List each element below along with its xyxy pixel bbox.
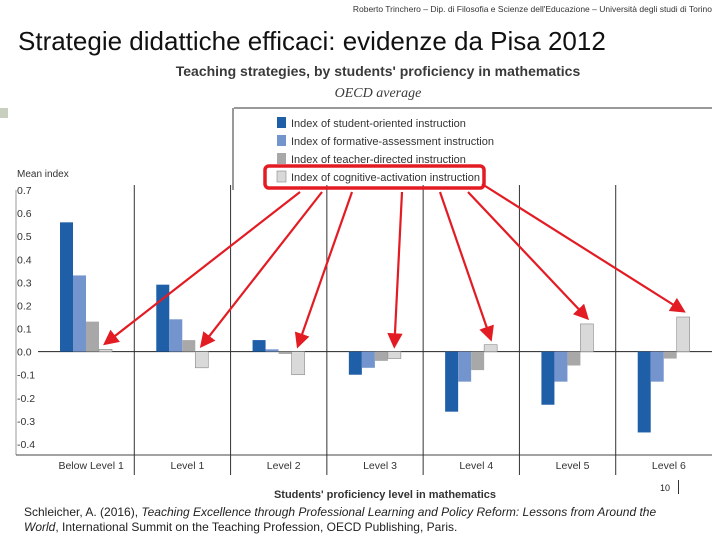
- y-tick-label: -0.3: [17, 416, 35, 428]
- x-tick-label: Level 1: [170, 460, 204, 472]
- page-number: 10: [660, 483, 671, 493]
- bar: [387, 351, 402, 359]
- legend-swatch: [277, 135, 286, 146]
- bar: [445, 351, 459, 412]
- bar: [169, 319, 183, 352]
- y-tick-label: 0.5: [17, 231, 32, 243]
- text-cursor: [678, 480, 679, 494]
- x-tick-label: Level 3: [363, 460, 397, 472]
- legend-swatch: [276, 170, 287, 183]
- y-tick-label: 0.1: [17, 324, 32, 336]
- bar: [676, 316, 691, 352]
- y-tick-label: -0.1: [17, 370, 35, 382]
- highlight-arrow: [199, 191, 323, 349]
- bar: [265, 349, 279, 352]
- legend-label: Index of formative-assessment instructio…: [291, 136, 494, 148]
- bar: [663, 351, 677, 359]
- legend-highlight-box: [263, 164, 486, 190]
- bar: [471, 351, 485, 371]
- y-tick-label: -0.4: [17, 439, 35, 451]
- x-tick-label: Level 4: [459, 460, 493, 472]
- x-tick-label: Level 2: [267, 460, 301, 472]
- slide-header: Roberto Trinchero – Dip. di Filosofia e …: [352, 4, 712, 14]
- x-axis-label: Students' proficiency level in mathemati…: [274, 489, 496, 501]
- bar: [60, 222, 73, 352]
- citation-publisher: , International Summit on the Teaching P…: [55, 520, 458, 534]
- legend-swatch: [277, 153, 286, 164]
- y-tick-label: 0.3: [17, 277, 32, 289]
- bar: [73, 275, 86, 352]
- legend-label: Index of cognitive-activation instructio…: [291, 172, 480, 184]
- bar: [194, 351, 209, 369]
- legend-swatch: [277, 117, 286, 128]
- bar: [291, 351, 305, 376]
- highlight-arrow: [467, 191, 590, 321]
- bar: [580, 323, 594, 352]
- bar: [361, 351, 375, 368]
- bar: [182, 340, 196, 352]
- highlight-arrow: [103, 191, 301, 346]
- bar: [278, 351, 292, 354]
- bar: [650, 351, 664, 382]
- bar: [554, 351, 568, 382]
- y-tick-label: -0.2: [17, 393, 35, 405]
- bar: [637, 351, 651, 433]
- chart-subtitle: OECD average: [335, 86, 422, 101]
- chart-title: Teaching strategies, by students' profic…: [176, 63, 581, 79]
- bar: [348, 351, 362, 375]
- highlight-arrow: [481, 183, 686, 313]
- y-tick-label: 0.2: [17, 300, 32, 312]
- highlight-arrow: [387, 191, 404, 349]
- bar: [86, 321, 99, 352]
- legend-label: Index of student-oriented instruction: [291, 118, 466, 130]
- y-tick-label: 0.7: [17, 185, 32, 197]
- highlight-arrow: [294, 191, 354, 349]
- x-tick-label: Level 6: [652, 460, 686, 472]
- y-axis-label: Mean index: [17, 169, 69, 180]
- bar: [541, 351, 555, 405]
- bar: [252, 340, 266, 352]
- citation: Schleicher, A. (2016), Teaching Excellen…: [24, 505, 664, 535]
- legend-label: Index of teacher-directed instruction: [291, 154, 466, 166]
- highlight-arrow: [438, 191, 494, 342]
- y-tick-label: 0.0: [17, 347, 32, 359]
- bar: [374, 351, 388, 361]
- citation-author: Schleicher, A. (2016),: [24, 505, 142, 519]
- y-tick-label: 0.4: [17, 254, 32, 266]
- bar: [458, 351, 472, 382]
- slide-bullet-marker: [0, 108, 8, 118]
- citation-title: Teaching Excellence through Professional…: [24, 505, 657, 534]
- bar: [567, 351, 581, 366]
- x-tick-label: Level 5: [556, 460, 590, 472]
- y-tick-label: 0.6: [17, 208, 32, 220]
- bar: [98, 349, 113, 352]
- slide-title: Strategie didattiche efficaci: evidenze …: [18, 26, 606, 56]
- x-tick-label: Below Level 1: [58, 460, 124, 472]
- bar: [483, 344, 498, 352]
